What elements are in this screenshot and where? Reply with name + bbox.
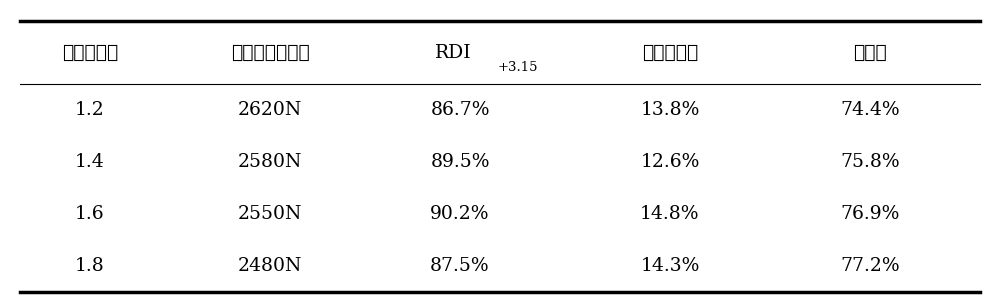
Text: 成品球抗压强度: 成品球抗压强度 (231, 44, 309, 62)
Text: 2550N: 2550N (238, 205, 302, 223)
Text: 还原膨胀率: 还原膨胀率 (642, 44, 698, 62)
Text: 76.9%: 76.9% (840, 205, 900, 223)
Text: 1.8: 1.8 (75, 257, 105, 275)
Text: 12.6%: 12.6% (640, 153, 700, 171)
Text: 75.8%: 75.8% (840, 153, 900, 171)
Text: 14.8%: 14.8% (640, 205, 700, 223)
Text: 89.5%: 89.5% (430, 153, 490, 171)
Text: +3.15: +3.15 (498, 61, 538, 74)
Text: 还原度: 还原度 (853, 44, 887, 62)
Text: 2620N: 2620N (238, 101, 302, 119)
Text: 90.2%: 90.2% (430, 205, 490, 223)
Text: RDI: RDI (435, 44, 472, 62)
Text: 1.6: 1.6 (75, 205, 105, 223)
Text: 74.4%: 74.4% (840, 101, 900, 119)
Text: 14.3%: 14.3% (640, 257, 700, 275)
Text: 86.7%: 86.7% (430, 101, 490, 119)
Text: 1.2: 1.2 (75, 101, 105, 119)
Text: 成品球碱度: 成品球碱度 (62, 44, 118, 62)
Text: 87.5%: 87.5% (430, 257, 490, 275)
Text: 13.8%: 13.8% (640, 101, 700, 119)
Text: 1.4: 1.4 (75, 153, 105, 171)
Text: 77.2%: 77.2% (840, 257, 900, 275)
Text: 2480N: 2480N (238, 257, 302, 275)
Text: 2580N: 2580N (238, 153, 302, 171)
